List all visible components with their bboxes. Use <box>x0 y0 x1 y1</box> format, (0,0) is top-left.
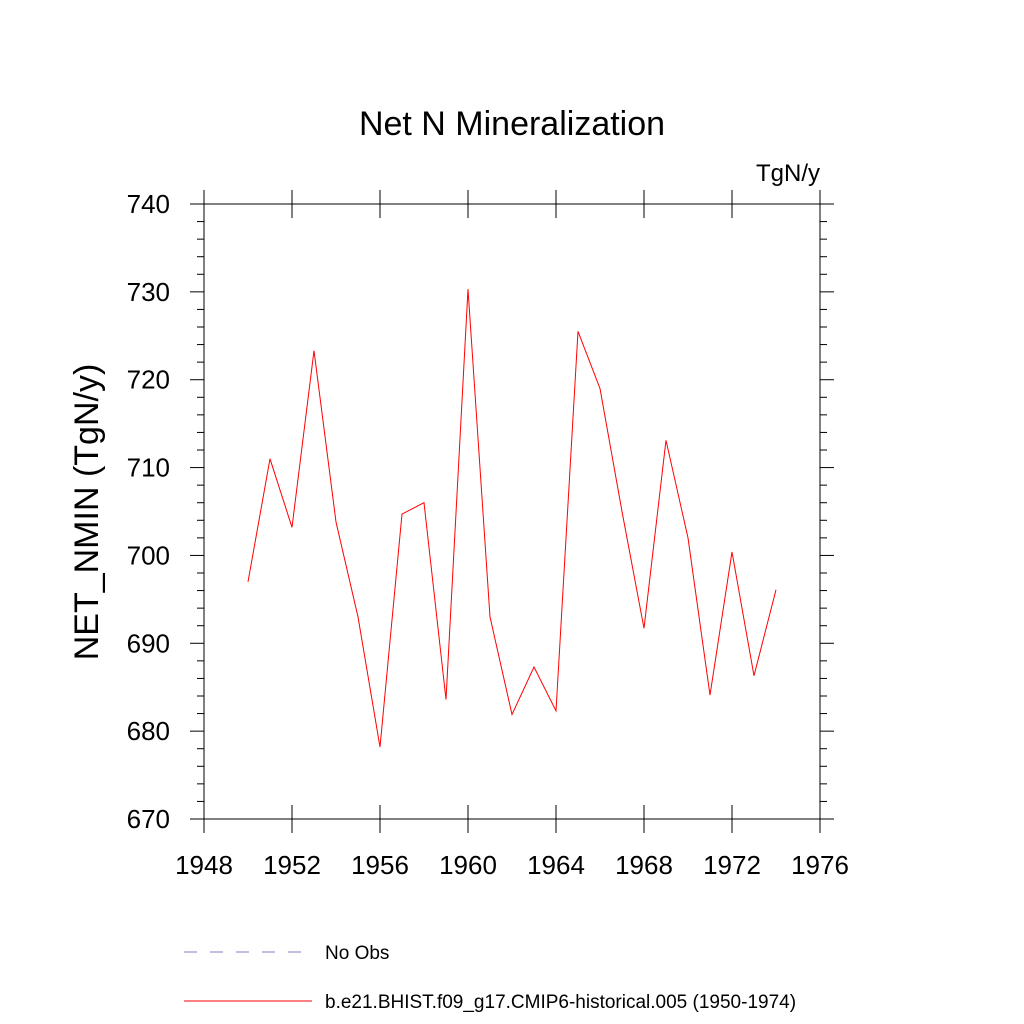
x-tick-label: 1956 <box>351 850 409 880</box>
y-tick-label: 740 <box>127 189 170 219</box>
y-tick-label: 690 <box>127 628 170 658</box>
x-tick-label: 1952 <box>263 850 321 880</box>
y-tick-label: 670 <box>127 804 170 834</box>
y-tick-label: 710 <box>127 453 170 483</box>
x-tick-label: 1960 <box>439 850 497 880</box>
legend-label: No Obs <box>325 943 389 964</box>
chart-title: Net N Mineralization <box>359 105 665 143</box>
y-tick-label: 680 <box>127 716 170 746</box>
axis-ticks <box>190 190 834 833</box>
x-tick-label: 1972 <box>703 850 761 880</box>
series-group <box>247 289 777 748</box>
y-tick-label: 700 <box>127 540 170 570</box>
plot-frame <box>203 203 821 820</box>
legend: No Obs b.e21.BHIST.f09_g17.CMIP6-historic… <box>184 943 796 1013</box>
x-tick-label: 1948 <box>175 850 233 880</box>
series-line <box>247 289 777 748</box>
x-tick-label: 1964 <box>527 850 585 880</box>
x-tick-label: 1968 <box>615 850 673 880</box>
y-tick-label: 720 <box>127 365 170 395</box>
y-axis-label: NET_NMIN (TgN/y) <box>68 364 106 661</box>
legend-label: b.e21.BHIST.f09_g17.CMIP6-historical.005… <box>325 992 796 1013</box>
axis-tick-labels: 1948 1952 1956 1960 1964 1968 1972 1976 670 680 69… <box>127 189 849 880</box>
x-tick-label: 1976 <box>791 850 849 880</box>
y-tick-label: 730 <box>127 277 170 307</box>
units-label: TgN/y <box>756 160 820 187</box>
